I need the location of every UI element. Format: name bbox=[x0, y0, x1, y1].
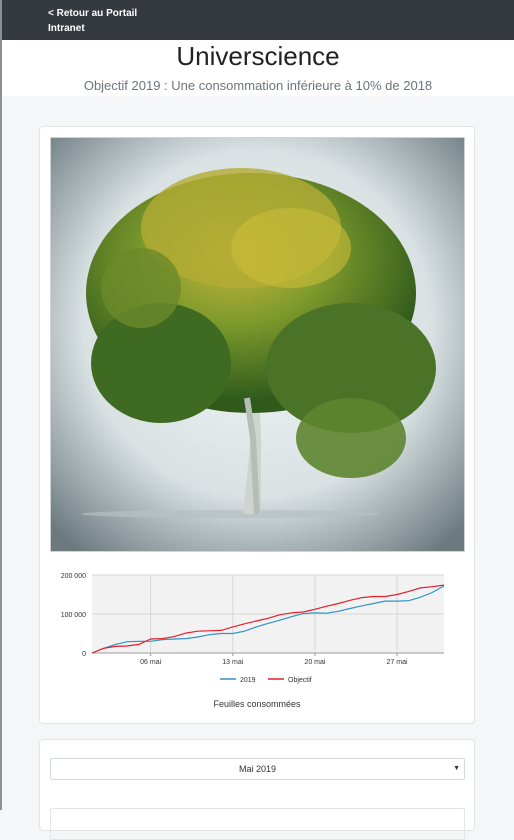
y-tick-label: 200 000 bbox=[61, 573, 86, 580]
chevron-down-icon: ▼ bbox=[453, 765, 460, 772]
series-line-1 bbox=[91, 584, 445, 654]
tree-illustration bbox=[51, 138, 464, 551]
chart-caption: Feuilles consommées bbox=[213, 699, 301, 709]
consumption-card: 0 100 000 200 000 06 mai 13 mai 20 mai 27 mai 2… bbox=[39, 126, 475, 724]
consumption-chart: 0 100 000 200 000 06 mai 13 mai 20 mai 27 mai 2… bbox=[61, 573, 445, 684]
x-tick-label: 20 mai bbox=[304, 659, 325, 666]
month-card: Mai 2019 ▼ bbox=[39, 739, 475, 840]
window-edge bbox=[0, 0, 2, 810]
x-tick-label: 27 mai bbox=[387, 659, 408, 666]
x-tick-label: 13 mai bbox=[222, 659, 243, 666]
page-subtitle: Objectif 2019 : Une consommation inférie… bbox=[83, 78, 433, 93]
page-title: Universcience bbox=[176, 41, 340, 71]
page-header: Universcience Objectif 2019 : Une consom… bbox=[2, 40, 514, 96]
month-panel bbox=[50, 808, 465, 840]
legend-label: 2019 bbox=[240, 677, 256, 684]
back-to-portal-link[interactable]: < Retour au Portail Intranet bbox=[48, 8, 138, 34]
top-navbar: < Retour au Portail Intranet bbox=[2, 0, 514, 40]
x-tick-label: 06 mai bbox=[140, 659, 161, 666]
month-select-value: Mai 2019 bbox=[238, 764, 277, 774]
y-tick-label: 100 000 bbox=[61, 612, 86, 619]
series-line-0 bbox=[91, 585, 445, 654]
legend-label: Objectif bbox=[288, 677, 312, 684]
month-select[interactable]: Mai 2019 ▼ bbox=[50, 758, 465, 780]
y-tick-label: 0 bbox=[82, 651, 86, 658]
